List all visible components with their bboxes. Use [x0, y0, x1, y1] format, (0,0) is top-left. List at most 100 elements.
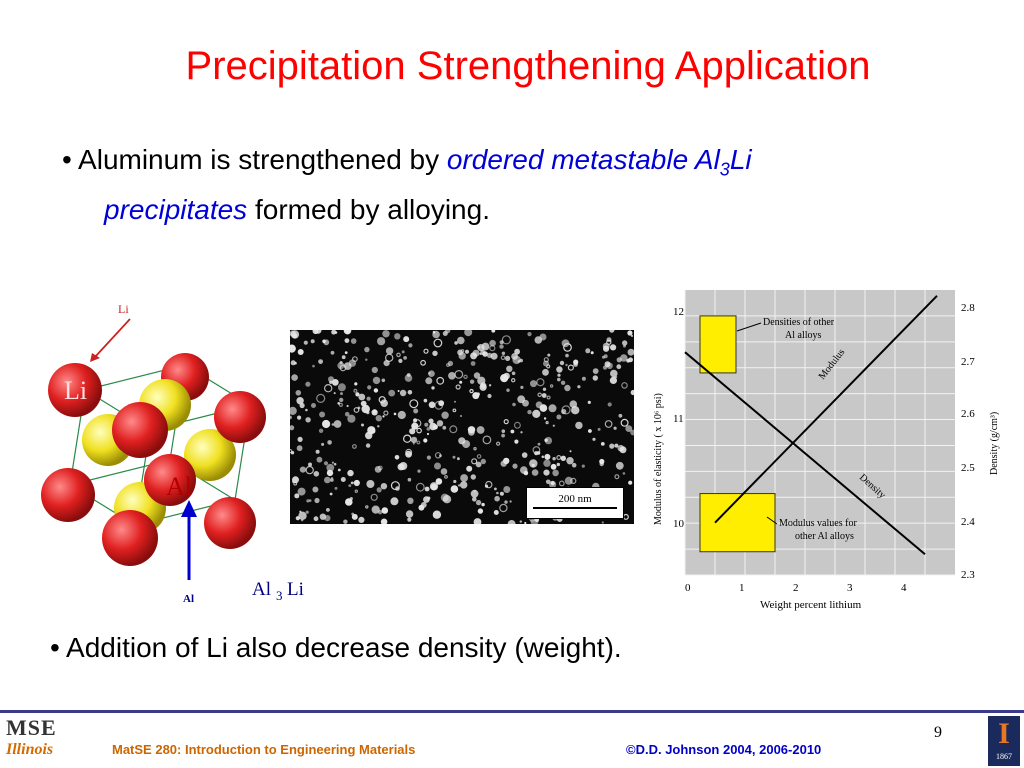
precipitate-particle: [588, 429, 592, 433]
y-left-tick: 12: [673, 306, 684, 318]
precipitate-particle: [522, 399, 529, 407]
precipitate-particle: [330, 477, 334, 480]
precipitate-particle: [290, 360, 296, 366]
precipitate-particle: [622, 513, 629, 520]
precipitate-particle: [366, 396, 371, 401]
precipitate-particle: [507, 520, 516, 524]
precipitate-particle: [397, 410, 406, 420]
precipitate-particle: [351, 513, 358, 520]
precipitate-particle: [543, 459, 551, 467]
precipitate-particle: [453, 479, 457, 484]
precipitate-particle: [333, 462, 337, 466]
precipitate-particle: [622, 340, 628, 346]
precipitate-particle: [544, 438, 548, 442]
precipitate-particle: [479, 352, 482, 355]
precipitate-particle: [299, 466, 306, 473]
y-right-tick: 2.8: [961, 302, 975, 314]
precipitate-particle: [290, 415, 292, 420]
precipitate-particle: [331, 330, 337, 335]
formula-subscript: 3: [276, 588, 283, 603]
precipitate-particle: [420, 359, 427, 366]
modulus-region: [699, 493, 776, 553]
precipitate-particle: [520, 466, 528, 474]
precipitate-particle: [296, 445, 303, 452]
precipitate-particle: [312, 364, 315, 368]
li-big-label: Li: [64, 376, 87, 405]
mse-illinois-logo: MSE Illinois: [6, 716, 76, 764]
precipitate-particle: [494, 495, 500, 502]
precipitate-particle: [539, 333, 547, 341]
precipitate-particle: [466, 465, 473, 472]
precipitate-particle: [354, 382, 358, 386]
precipitate-particle: [524, 521, 527, 524]
precipitate-particle: [477, 508, 484, 514]
precipitate-particle: [463, 374, 468, 380]
precipitate-particle: [436, 376, 445, 385]
precipitate-particle: [609, 376, 617, 384]
precipitate-particle: [372, 376, 381, 385]
y-left-axis-label: Modulus of elasticity ( x 10⁶ psi): [653, 393, 664, 525]
precipitate-particle: [532, 409, 541, 418]
precipitate-particle: [512, 355, 521, 365]
precipitate-particle: [436, 420, 444, 427]
precipitate-particle: [351, 512, 355, 516]
precipitate-particle: [305, 510, 309, 514]
precipitate-particle: [334, 486, 338, 490]
precipitate-particle: [416, 427, 422, 434]
precipitate-particle: [457, 336, 465, 345]
precipitate-particle: [377, 337, 386, 346]
precipitate-particle: [333, 420, 342, 428]
emph-text-3: precipitates: [104, 193, 248, 225]
al-big-label: Al: [166, 472, 192, 501]
precipitate-particle: [550, 463, 557, 470]
precipitate-particle: [609, 443, 615, 449]
precipitate-particle: [322, 339, 326, 344]
precipitate-particle: [322, 419, 331, 429]
emph-text-1: ordered metastable Al: [446, 144, 720, 175]
precipitate-particle: [626, 358, 631, 363]
precipitate-particle: [326, 463, 335, 472]
precipitate-particle: [569, 450, 572, 453]
precipitate-particle: [371, 505, 380, 514]
precipitate-particle: [487, 393, 492, 399]
precipitate-particle: [470, 352, 478, 360]
precipitate-particle: [434, 462, 441, 470]
precipitate-particle: [459, 414, 463, 418]
precipitate-particle: [610, 369, 618, 378]
precipitate-particle: [519, 520, 522, 523]
precipitate-particle: [592, 375, 598, 381]
precipitate-particle: [314, 497, 320, 504]
precipitate-particle: [412, 442, 415, 445]
precipitate-particle: [481, 502, 485, 507]
precipitate-particle: [377, 425, 380, 428]
emph-subscript: 3: [719, 159, 730, 180]
precipitate-particle: [384, 353, 394, 362]
precipitate-particle: [382, 330, 390, 338]
precipitate-particle: [373, 388, 379, 393]
precipitate-particle: [458, 437, 466, 445]
precipitate-particle: [416, 440, 421, 445]
precipitate-particle: [338, 402, 344, 408]
precipitate-particle: [542, 368, 549, 376]
precipitate-particle: [367, 426, 376, 435]
precipitate-particle: [343, 519, 348, 524]
precipitate-particle: [496, 441, 501, 446]
precipitate-particle: [480, 382, 487, 389]
precipitate-particle: [558, 480, 565, 487]
x-tick: 2: [793, 582, 799, 594]
bullet-text-suffix: formed by alloying.: [247, 193, 490, 225]
precipitate-particle: [565, 353, 569, 358]
precipitate-particle: [610, 344, 617, 351]
precipitate-particle: [485, 480, 493, 489]
page-number: 9: [934, 724, 942, 741]
precipitate-particle: [564, 476, 573, 485]
precipitate-particle: [401, 350, 405, 354]
precipitate-particle: [340, 392, 343, 396]
precipitate-particle: [393, 412, 397, 416]
precipitate-particle: [587, 400, 591, 404]
precipitate-particle: [365, 505, 369, 509]
precipitate-particle: [305, 417, 311, 423]
precipitate-particle: [546, 395, 551, 400]
precipitate-particle: [313, 516, 319, 522]
precipitate-particle: [499, 491, 504, 496]
